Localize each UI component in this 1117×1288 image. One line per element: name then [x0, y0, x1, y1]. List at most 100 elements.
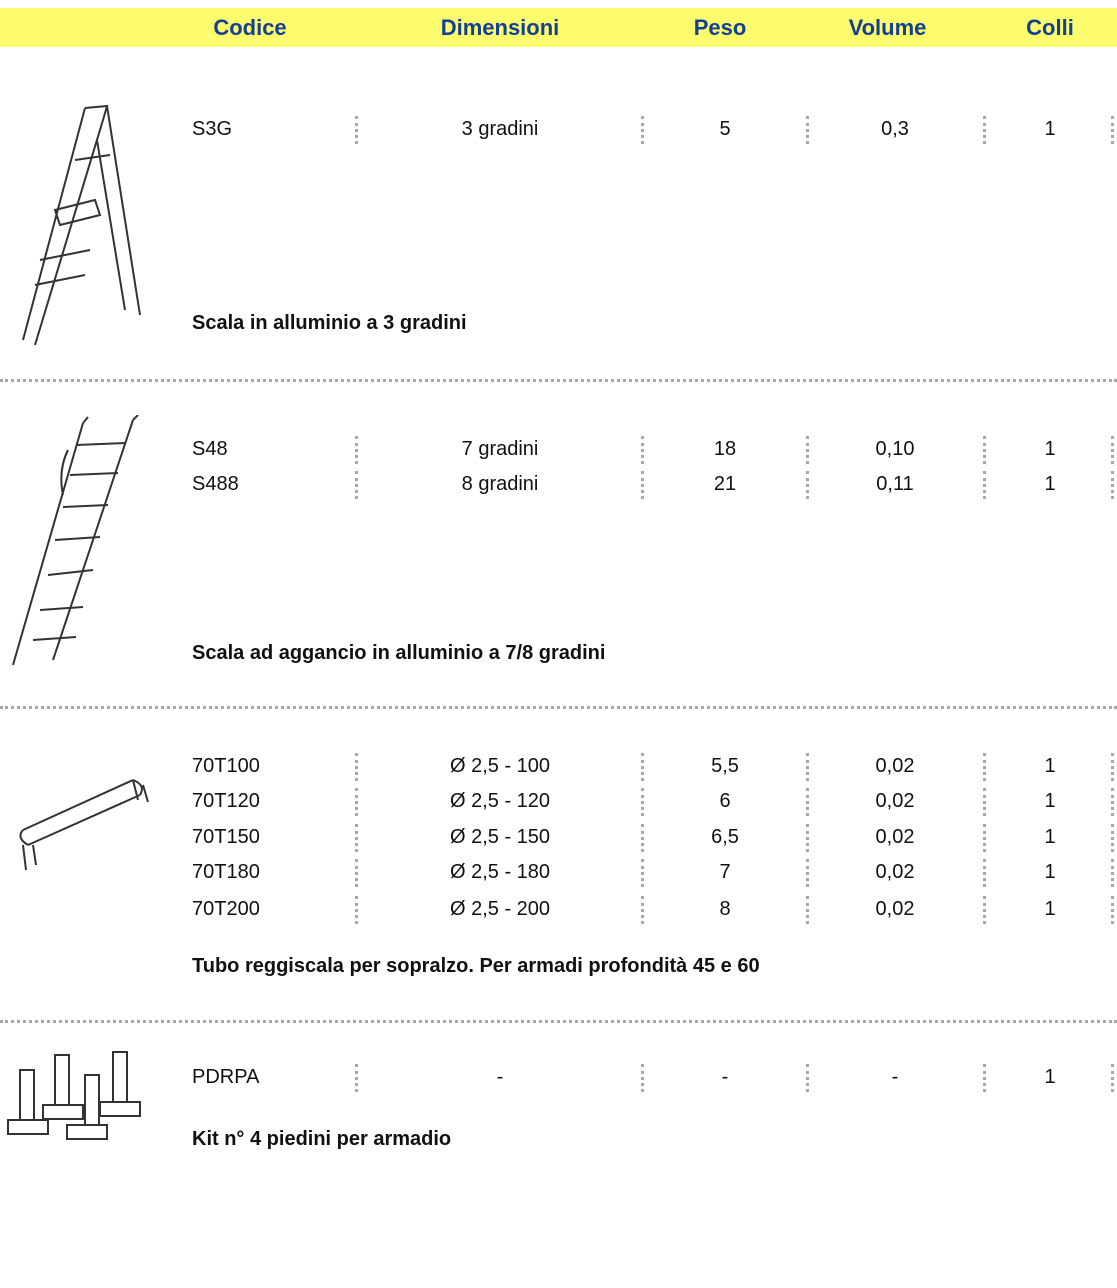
code-cell: S488 — [192, 473, 239, 495]
section-description: Scala in alluminio a 3 gradini — [192, 312, 467, 334]
weight-cell: 5,5 — [711, 755, 739, 777]
column-separator — [806, 788, 809, 816]
volume-cell: 0,02 — [875, 861, 915, 883]
column-separator — [983, 116, 986, 144]
column-separator — [983, 471, 986, 499]
weight-cell: 5 — [719, 118, 731, 140]
section-description: Kit n° 4 piedini per armadio — [192, 1128, 452, 1150]
dimensions-cell: 8 gradini — [461, 473, 539, 495]
column-separator — [641, 788, 644, 816]
column-header: Colli — [1026, 15, 1074, 40]
volume-cell: 0,3 — [881, 118, 909, 140]
feet-image — [7, 1051, 141, 1140]
column-separator — [1111, 116, 1114, 144]
code-cell: S3G — [192, 118, 233, 140]
column-separator — [806, 471, 809, 499]
packages-cell: 1 — [1044, 861, 1056, 883]
column-separator — [806, 896, 809, 924]
section-divider — [0, 379, 1117, 382]
column-separator — [641, 471, 644, 499]
packages-cell: 1 — [1044, 1066, 1056, 1088]
weight-cell: 8 — [719, 898, 731, 920]
volume-cell: 0,10 — [875, 438, 915, 460]
column-separator — [1111, 859, 1114, 887]
column-separator — [641, 116, 644, 144]
column-separator — [641, 859, 644, 887]
weight-cell: 6 — [719, 790, 731, 812]
weight-cell: 18 — [713, 438, 737, 460]
column-separator — [806, 436, 809, 464]
packages-cell: 1 — [1044, 898, 1056, 920]
dimensions-cell: Ø 2,5 - 100 — [449, 755, 551, 777]
section-divider — [0, 706, 1117, 709]
column-separator — [983, 436, 986, 464]
section-description: Tubo reggiscala per sopralzo. Per armadi… — [192, 955, 760, 977]
header-band — [0, 8, 1117, 47]
column-separator — [355, 471, 358, 499]
column-separator — [983, 859, 986, 887]
packages-cell: 1 — [1044, 755, 1056, 777]
dimensions-cell: Ø 2,5 - 120 — [449, 790, 551, 812]
packages-cell: 1 — [1044, 473, 1056, 495]
column-separator — [806, 753, 809, 781]
column-separator — [355, 788, 358, 816]
hook-ladder-image — [12, 415, 139, 666]
column-separator — [355, 859, 358, 887]
column-header: Codice — [213, 15, 287, 40]
column-separator — [641, 753, 644, 781]
packages-cell: 1 — [1044, 438, 1056, 460]
section-divider — [0, 1020, 1117, 1023]
column-separator — [355, 1064, 358, 1092]
column-separator — [983, 753, 986, 781]
column-separator — [1111, 1064, 1114, 1092]
column-separator — [1111, 471, 1114, 499]
column-separator — [1111, 753, 1114, 781]
column-separator — [1111, 788, 1114, 816]
section-description: Scala ad aggancio in alluminio a 7/8 gra… — [192, 642, 606, 664]
volume-cell: - — [891, 1066, 899, 1088]
column-header: Dimensioni — [440, 15, 560, 40]
column-separator — [641, 436, 644, 464]
column-separator — [641, 824, 644, 852]
weight-cell: 7 — [719, 861, 731, 883]
column-separator — [355, 116, 358, 144]
volume-cell: 0,11 — [876, 473, 914, 495]
column-separator — [806, 116, 809, 144]
code-cell: 70T200 — [192, 898, 260, 920]
column-separator — [983, 824, 986, 852]
column-separator — [983, 896, 986, 924]
column-separator — [1111, 436, 1114, 464]
volume-cell: 0,02 — [875, 790, 915, 812]
column-separator — [806, 1064, 809, 1092]
volume-cell: 0,02 — [875, 755, 915, 777]
column-header: Volume — [848, 15, 927, 40]
weight-cell: 6,5 — [711, 826, 739, 848]
ladder-image — [22, 104, 141, 346]
column-separator — [1111, 896, 1114, 924]
column-header: Peso — [693, 15, 747, 40]
code-cell: 70T150 — [192, 826, 260, 848]
packages-cell: 1 — [1044, 790, 1056, 812]
packages-cell: 1 — [1044, 826, 1056, 848]
column-separator — [641, 896, 644, 924]
column-separator — [1111, 824, 1114, 852]
volume-cell: 0,02 — [875, 826, 915, 848]
column-separator — [355, 436, 358, 464]
code-cell: 70T180 — [192, 861, 260, 883]
column-separator — [806, 824, 809, 852]
dimensions-cell: Ø 2,5 - 180 — [449, 861, 551, 883]
code-cell: S48 — [192, 438, 228, 460]
code-cell: 70T100 — [192, 755, 260, 777]
column-separator — [355, 753, 358, 781]
column-separator — [641, 1064, 644, 1092]
weight-cell: 21 — [713, 473, 737, 495]
dimensions-cell: Ø 2,5 - 150 — [449, 826, 551, 848]
column-separator — [983, 788, 986, 816]
code-cell: PDRPA — [192, 1066, 260, 1088]
column-separator — [806, 859, 809, 887]
packages-cell: 1 — [1044, 118, 1056, 140]
tube-image — [19, 779, 149, 871]
column-separator — [355, 896, 358, 924]
weight-cell: - — [721, 1066, 729, 1088]
